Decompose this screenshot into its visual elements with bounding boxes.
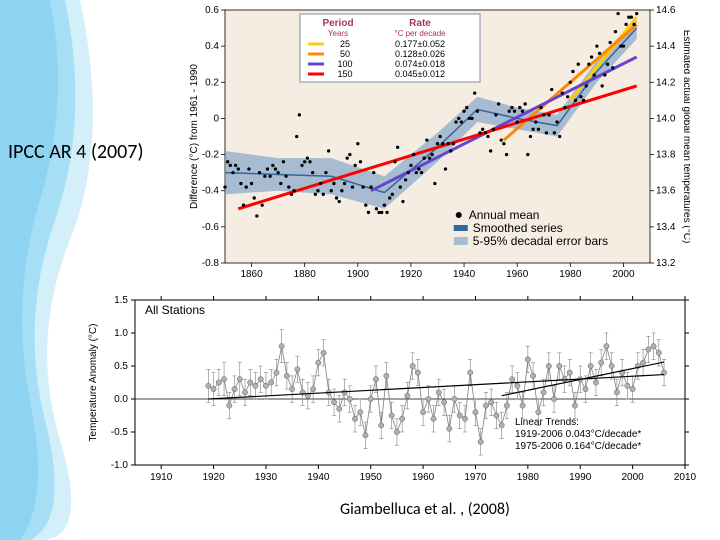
svg-text:0.2: 0.2 bbox=[205, 77, 219, 88]
svg-text:1990: 1990 bbox=[569, 472, 592, 483]
svg-text:13.6: 13.6 bbox=[656, 186, 676, 197]
svg-text:100: 100 bbox=[337, 59, 352, 69]
svg-text:Estimated actual global mean t: Estimated actual global mean temperature… bbox=[681, 30, 690, 244]
svg-text:0.177±0.052: 0.177±0.052 bbox=[395, 39, 445, 49]
svg-text:1919-2006 0.043°C/decade*: 1919-2006 0.043°C/decade* bbox=[515, 429, 641, 440]
chart-giambelluca-stations: -1.0 -0.5 0.0 0.5 1.0 1.5 1910 1920 1930 1940 1950… bbox=[80, 290, 700, 490]
label-ipcc: IPCC AR 4 (2007) bbox=[8, 140, 144, 164]
svg-text:1980: 1980 bbox=[559, 269, 582, 280]
svg-text:1.5: 1.5 bbox=[114, 295, 128, 306]
svg-text:-1.0: -1.0 bbox=[111, 460, 129, 471]
svg-text:Difference (°C) from 1961 - 19: Difference (°C) from 1961 - 1990 bbox=[189, 64, 200, 209]
svg-text:5-95% decadal error bars: 5-95% decadal error bars bbox=[473, 234, 608, 248]
svg-text:2010: 2010 bbox=[674, 472, 697, 483]
svg-text:0.0: 0.0 bbox=[114, 394, 128, 405]
svg-text:13.4: 13.4 bbox=[656, 222, 676, 233]
svg-text:2000: 2000 bbox=[612, 269, 635, 280]
svg-text:25: 25 bbox=[340, 39, 350, 49]
svg-text:1950: 1950 bbox=[360, 472, 383, 483]
svg-text:-0.8: -0.8 bbox=[202, 258, 220, 269]
svg-text:1940: 1940 bbox=[453, 269, 476, 280]
svg-text:°C per decade: °C per decade bbox=[394, 29, 446, 38]
svg-text:Annual mean: Annual mean bbox=[469, 208, 540, 222]
svg-text:1920: 1920 bbox=[202, 472, 225, 483]
svg-text:-0.5: -0.5 bbox=[111, 427, 129, 438]
svg-text:1960: 1960 bbox=[506, 269, 529, 280]
chart-ipcc-temperature: -0.8 -0.6 -0.4 -0.2 0 0.2 0.4 0.6 13.2 13.4 13.6 13… bbox=[185, 0, 690, 285]
svg-text:14.6: 14.6 bbox=[656, 5, 676, 16]
svg-text:50: 50 bbox=[340, 49, 350, 59]
svg-text:150: 150 bbox=[337, 69, 352, 79]
svg-text:14.0: 14.0 bbox=[656, 113, 676, 124]
svg-text:13.8: 13.8 bbox=[656, 150, 676, 161]
svg-text:0.5: 0.5 bbox=[114, 361, 128, 372]
svg-text:13.2: 13.2 bbox=[656, 258, 676, 269]
svg-text:-0.4: -0.4 bbox=[202, 186, 220, 197]
svg-text:Temperature Anomaly (°C): Temperature Anomaly (°C) bbox=[88, 324, 99, 442]
svg-text:0.6: 0.6 bbox=[205, 5, 219, 16]
svg-text:0.074±0.018: 0.074±0.018 bbox=[395, 59, 445, 69]
svg-text:0: 0 bbox=[213, 113, 219, 124]
svg-text:0.045±0.012: 0.045±0.012 bbox=[395, 69, 445, 79]
svg-text:Rate: Rate bbox=[409, 18, 431, 29]
svg-text:1920: 1920 bbox=[400, 269, 423, 280]
svg-text:14.4: 14.4 bbox=[656, 41, 676, 52]
svg-text:1975-2006 0.164°C/decade*: 1975-2006 0.164°C/decade* bbox=[515, 441, 641, 452]
svg-text:-0.2: -0.2 bbox=[202, 150, 220, 161]
svg-text:Linear Trends:: Linear Trends: bbox=[515, 417, 579, 428]
svg-text:1960: 1960 bbox=[412, 472, 435, 483]
label-giambelluca: Giambelluca et al. , (2008) bbox=[340, 500, 510, 519]
svg-text:1860: 1860 bbox=[240, 269, 263, 280]
svg-text:Smoothed series: Smoothed series bbox=[473, 221, 563, 235]
svg-text:Period: Period bbox=[322, 18, 353, 29]
svg-text:1940: 1940 bbox=[307, 472, 330, 483]
svg-text:1980: 1980 bbox=[517, 472, 540, 483]
svg-text:2000: 2000 bbox=[621, 472, 644, 483]
svg-text:-0.6: -0.6 bbox=[202, 222, 220, 233]
svg-text:1930: 1930 bbox=[255, 472, 278, 483]
svg-text:1.0: 1.0 bbox=[114, 328, 128, 339]
svg-text:All Stations: All Stations bbox=[145, 303, 205, 317]
svg-text:1910: 1910 bbox=[150, 472, 173, 483]
svg-text:Years: Years bbox=[328, 29, 348, 38]
svg-text:0.4: 0.4 bbox=[205, 41, 219, 52]
svg-text:14.2: 14.2 bbox=[656, 77, 676, 88]
svg-text:1970: 1970 bbox=[464, 472, 487, 483]
svg-text:1900: 1900 bbox=[347, 269, 370, 280]
svg-text:0.128±0.026: 0.128±0.026 bbox=[395, 49, 445, 59]
svg-text:1880: 1880 bbox=[294, 269, 317, 280]
